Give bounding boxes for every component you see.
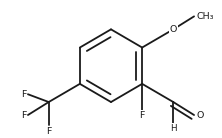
Text: F: F	[46, 127, 52, 136]
Text: F: F	[21, 90, 27, 99]
Text: O: O	[196, 111, 203, 120]
Text: CH₃: CH₃	[197, 12, 214, 21]
Text: H: H	[170, 124, 177, 133]
Text: F: F	[139, 111, 145, 120]
Text: F: F	[21, 111, 27, 120]
Text: O: O	[170, 25, 177, 34]
